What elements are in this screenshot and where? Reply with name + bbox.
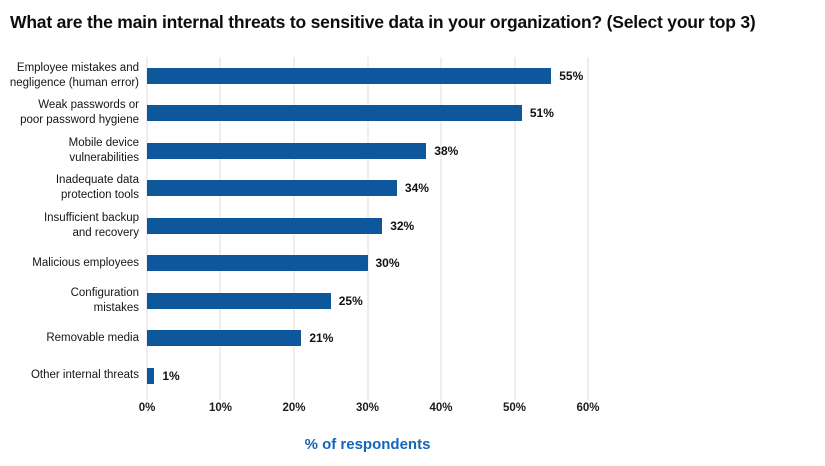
bar [147,217,383,234]
bar-track: 1% [147,357,608,395]
chart-row: Configuration mistakes 25% [8,282,608,320]
category-label: Other internal threats [30,369,139,382]
bar-track: 32% [147,207,608,245]
chart-row: Mobile device vulnerabilities 38% [8,132,608,170]
x-tick-label: 20% [282,401,306,414]
chart-row: Inadequate data protection tools 34% [8,170,608,208]
x-tick-label: 60% [576,401,600,414]
x-tick-label: 0% [138,401,156,414]
bar-value-label: 34% [404,181,429,196]
chart-title: What are the main internal threats to se… [10,12,756,32]
bar-track: 38% [147,132,608,170]
chart-rows: Employee mistakes and negligence (human … [8,57,608,395]
x-axis-label: % of respondents [304,435,431,453]
bar-track: 25% [147,282,608,320]
x-tick-label: 50% [502,401,527,414]
bar [147,105,522,122]
bar-value-label: 51% [529,106,554,121]
category-label: Insufficient backup and recovery [43,211,139,239]
chart-row: Malicious employees 30% [8,245,608,283]
bar [147,142,427,159]
bar-track: 55% [147,57,608,95]
bar-track: 30% [147,245,608,283]
bar-track: 34% [147,170,608,208]
bar [147,330,302,347]
bar [147,180,397,197]
bar-value-label: 30% [375,256,400,271]
bar [147,292,331,309]
bar-chart: Employee mistakes and negligence (human … [8,57,608,453]
category-label: Employee mistakes and negligence (human … [9,61,139,89]
bar-track: 51% [147,95,608,133]
bar [147,255,368,272]
x-tick-label: 40% [429,401,453,414]
chart-row: Other internal threats 1% [8,357,608,395]
category-label: Inadequate data protection tools [55,174,139,202]
chart-row: Removable media 21% [8,320,608,358]
bar [147,67,552,84]
bar-value-label: 25% [338,293,363,308]
bar-track: 21% [147,320,608,358]
bar-value-label: 1% [162,368,180,383]
chart-row: Employee mistakes and negligence (human … [8,57,608,95]
chart-row: Weak passwords or poor password hygiene 5… [8,95,608,133]
category-label: Mobile device vulnerabilities [68,136,139,164]
category-label: Malicious employees [32,256,139,269]
bar [147,367,155,384]
x-tick-label: 10% [208,401,232,414]
bar-value-label: 38% [434,143,459,158]
bar-value-label: 32% [390,218,415,233]
bar-value-label: 55% [559,68,584,83]
x-axis: 0% 10% 20% 30% 40% 50% 60% [139,401,600,420]
category-label: Configuration mistakes [70,286,139,314]
category-label: Removable media [46,331,139,344]
bar-value-label: 21% [309,331,334,346]
chart-row: Insufficient backup and recovery 32% [8,207,608,245]
category-label: Weak passwords or poor password hygiene [20,99,139,127]
x-tick-label: 30% [355,401,380,414]
